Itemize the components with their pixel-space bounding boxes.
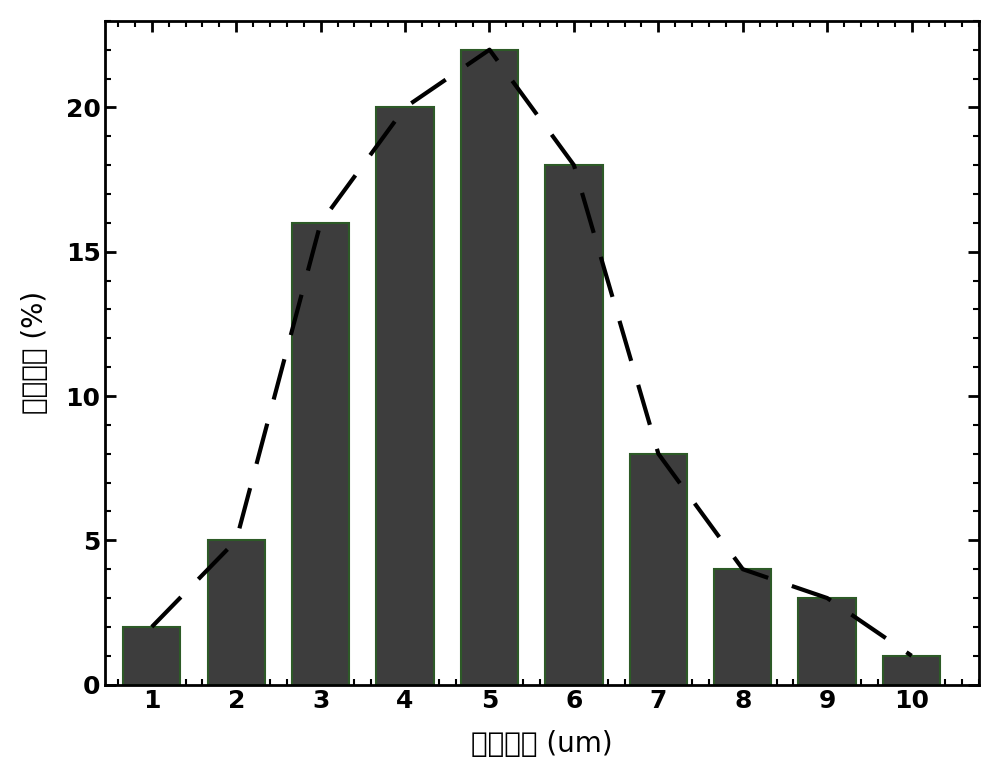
Bar (292, 223, 349, 685)
Bar (123, 627, 180, 685)
Y-axis label: 尺寸分布 (%): 尺寸分布 (%) (21, 291, 49, 414)
Bar (714, 569, 771, 685)
Bar (798, 598, 856, 685)
Bar (376, 108, 434, 685)
Bar (208, 541, 265, 685)
Bar (461, 50, 518, 685)
Bar (883, 656, 940, 685)
X-axis label: 粒径大小 (um): 粒径大小 (um) (471, 730, 613, 758)
Bar (630, 453, 687, 685)
Bar (545, 165, 603, 685)
